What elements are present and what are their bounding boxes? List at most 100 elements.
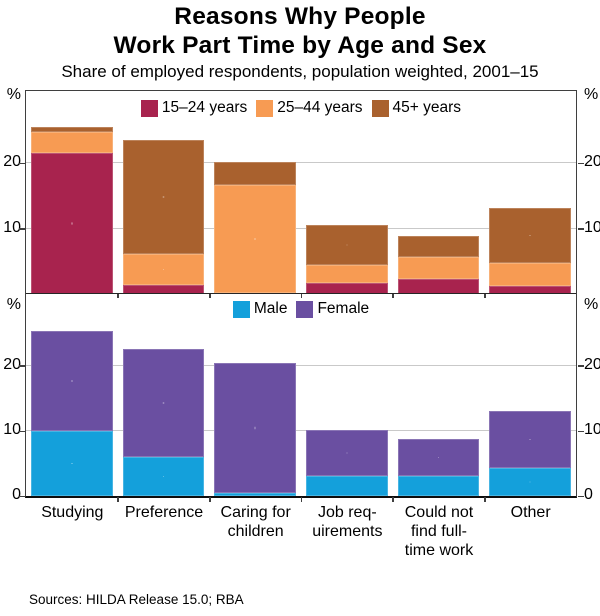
x-tick-mark [209, 293, 211, 298]
y-axis-unit: % [6, 296, 21, 313]
bar-sex-5 [397, 439, 480, 496]
legend-label: 45+ years [392, 99, 462, 116]
legend-label: 25–44 years [277, 99, 363, 116]
x-category-label: Studying [41, 504, 104, 521]
bar-segment [489, 285, 571, 294]
legend-age: 15–24 years 25–44 years 45+ years [26, 99, 576, 117]
panel-divider [26, 292, 576, 294]
x-tick-mark [117, 497, 119, 502]
bar-segment [31, 430, 113, 496]
bar-segment [31, 127, 113, 133]
y-tick-mark [578, 365, 584, 367]
bar-age-3 [214, 161, 296, 294]
bar-segment [31, 132, 113, 154]
bar-segment [306, 225, 388, 265]
gridline [26, 429, 576, 431]
legend-item: Male [232, 300, 288, 318]
bar-segment [122, 349, 205, 457]
x-tick-mark [484, 497, 486, 502]
y-tick-label: 20 [584, 153, 600, 171]
legend-item: Female [296, 300, 369, 318]
y-axis-unit: % [584, 86, 599, 103]
x-tick-mark [484, 293, 486, 298]
sources-note: Sources: HILDA Release 15.0; RBA [29, 592, 244, 607]
bar-segment [214, 184, 296, 293]
y-tick-label: 0 [584, 486, 593, 503]
bar-segment [306, 429, 388, 477]
bar-sex-6 [489, 410, 571, 496]
y-tick-mark [578, 430, 584, 433]
bar-sex-3 [214, 363, 296, 496]
x-tick-mark [209, 497, 211, 502]
legend-swatch [256, 99, 274, 117]
legend-sex: Male Female [26, 300, 576, 318]
y-tick-label: 10 [584, 420, 600, 438]
bar-segment [489, 208, 571, 264]
x-tick-mark [392, 293, 394, 298]
bar-segment [306, 476, 388, 496]
plot-frame: 15–24 years 25–44 years 45+ years Male Fema… [25, 90, 577, 498]
x-category-label: Other [510, 504, 551, 521]
bar-age-4 [306, 225, 388, 294]
bar-segment [214, 161, 296, 185]
bar-segment [122, 284, 205, 294]
y-tick-label: 20 [3, 355, 21, 373]
bar-segment [397, 278, 480, 294]
y-tick-mark [578, 495, 584, 498]
bar-segment [122, 456, 205, 496]
bar-segment [397, 236, 480, 257]
legend-swatch [296, 300, 314, 318]
y-tick-label: 0 [12, 486, 21, 503]
y-tick-label: 20 [584, 355, 600, 373]
bar-sex-4 [306, 429, 388, 496]
bar-age-5 [397, 236, 480, 294]
y-tick-mark [19, 228, 25, 230]
x-category-label: Caring for children [220, 504, 291, 540]
y-tick-label: 10 [3, 218, 21, 236]
x-tick-mark [392, 497, 394, 502]
sex-panel: Male Female [26, 294, 576, 496]
bar-segment [214, 363, 296, 493]
bar-segment [306, 282, 388, 294]
gridline [26, 364, 576, 366]
x-category-label: Job req- uirements [312, 504, 383, 540]
y-tick-mark [19, 430, 25, 433]
legend-label: Female [317, 300, 370, 317]
legend-swatch [371, 99, 389, 117]
x-tick-mark [117, 293, 119, 298]
chart-title-line2: Work Part Time by Age and Sex [113, 32, 487, 59]
y-axis-unit: % [6, 86, 21, 103]
x-category-label: Preference [124, 504, 204, 521]
y-tick-label: 20 [3, 153, 21, 171]
bar-sex-1 [31, 331, 113, 496]
legend-item: 45+ years [371, 99, 462, 117]
bar-age-1 [31, 127, 113, 294]
legend-label: 15–24 years [161, 99, 248, 116]
y-tick-mark [578, 162, 584, 165]
x-tick-mark [300, 293, 303, 298]
bar-segment [214, 492, 296, 496]
bar-segment [397, 439, 480, 477]
legend-item: 15–24 years [140, 99, 248, 117]
chart-area: 15–24 years 25–44 years 45+ years Male Fema… [0, 86, 600, 570]
legend-swatch [232, 300, 250, 318]
legend-swatch [140, 99, 158, 117]
bar-sex-2 [122, 349, 205, 496]
bar-segment [31, 153, 113, 294]
gridline [26, 162, 576, 164]
bar-segment [31, 331, 113, 431]
y-tick-label: 10 [3, 420, 21, 438]
gridline [26, 227, 576, 229]
bar-segment [397, 476, 480, 496]
y-tick-label: 10 [584, 218, 600, 236]
bar-segment [306, 264, 388, 283]
legend-item: 25–44 years [256, 99, 363, 117]
y-axis-unit: % [584, 296, 599, 313]
bar-segment [489, 467, 571, 496]
legend-label: Male [253, 300, 288, 317]
y-tick-mark [578, 228, 584, 230]
y-tick-mark [19, 495, 25, 498]
age-panel: 15–24 years 25–44 years 45+ years [26, 91, 576, 294]
bar-age-2 [122, 140, 205, 294]
